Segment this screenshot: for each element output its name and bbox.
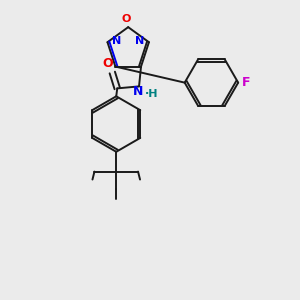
Text: N: N [112,36,122,46]
Text: O: O [122,14,131,24]
Text: N: N [133,85,143,98]
Text: ·H: ·H [145,89,158,99]
Text: N: N [135,36,144,46]
Text: O: O [102,57,112,70]
Text: F: F [242,76,250,89]
